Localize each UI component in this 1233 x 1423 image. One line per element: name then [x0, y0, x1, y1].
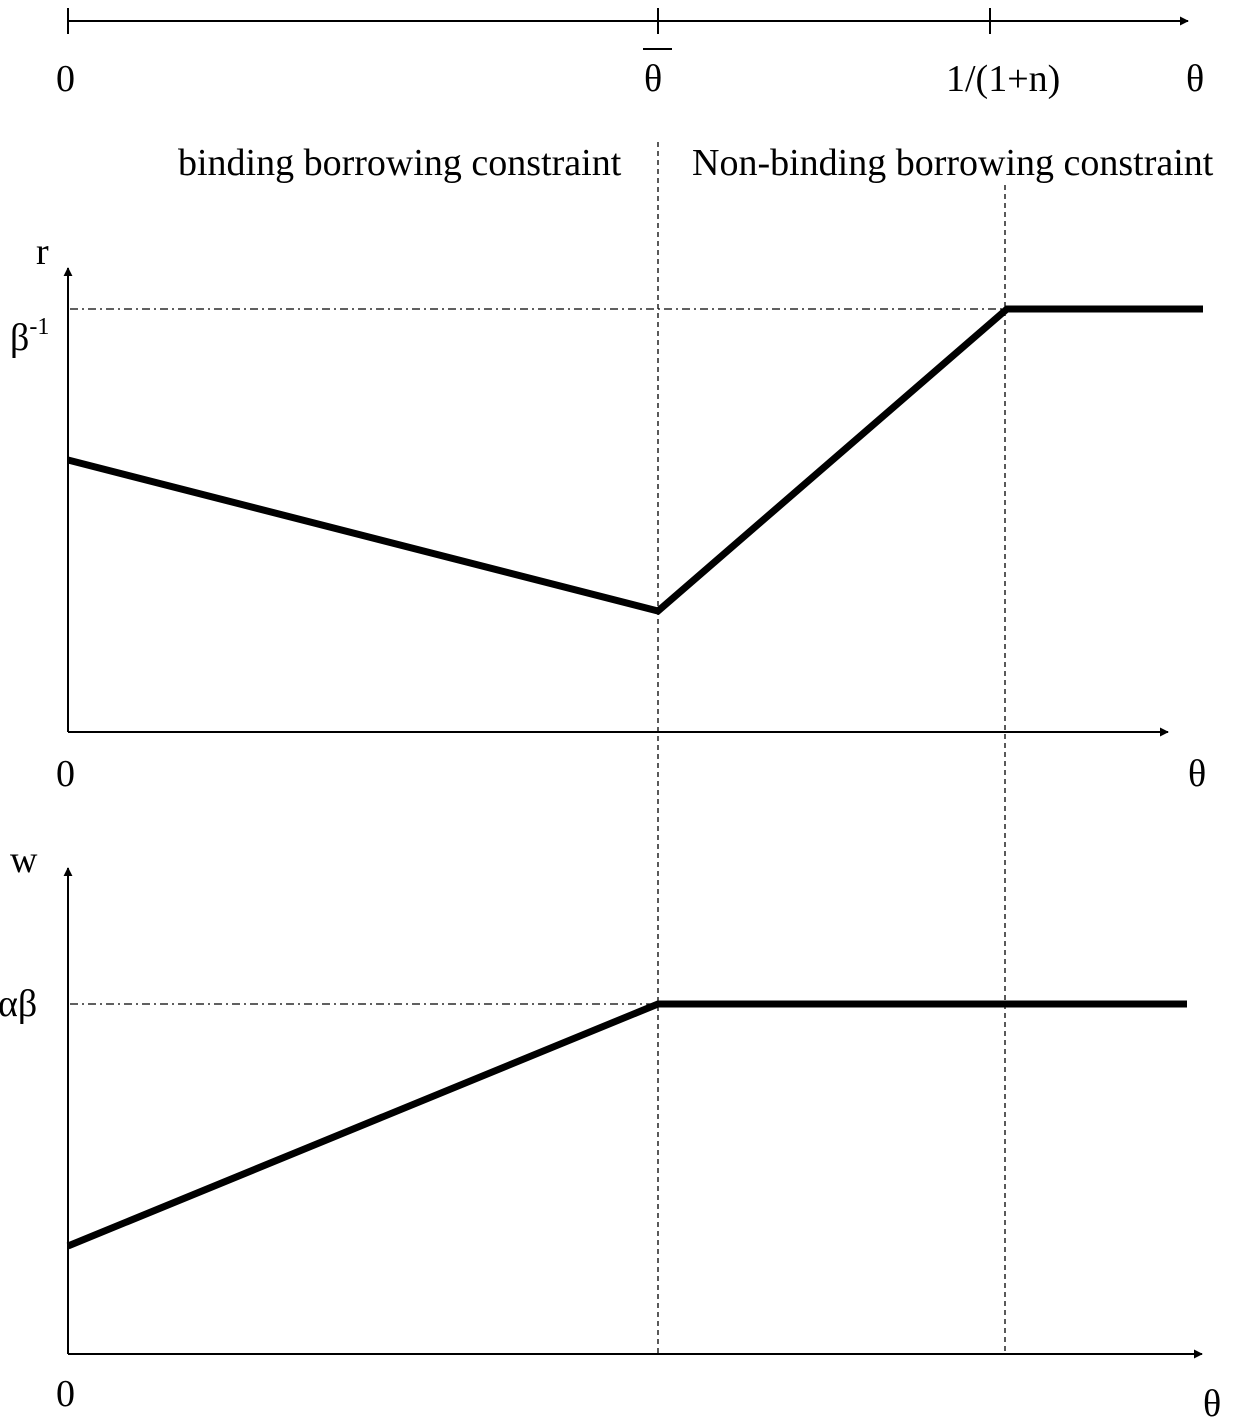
region-label-non-binding: Non-binding borrowing constraint: [692, 142, 1214, 184]
top-axis-label-theta-bar: θ: [644, 58, 662, 100]
r-origin-label: 0: [56, 753, 75, 795]
w-panel: w αβ 0 θ: [0, 839, 1221, 1423]
top-axis-label-zero: 0: [56, 58, 75, 100]
top-axis-label-theta: θ: [1186, 58, 1204, 100]
beta-symbol: β: [10, 317, 29, 359]
beta-superscript: -1: [29, 314, 49, 340]
r-x-axis-label: θ: [1188, 753, 1206, 795]
w-origin-label: 0: [56, 1373, 75, 1415]
w-axis-label: w: [10, 839, 38, 881]
top-axis-label-one-over-one-plus-n: 1/(1+n): [946, 58, 1060, 100]
w-curve: [66, 1000, 1187, 1250]
r-panel: r β-1 0 θ: [10, 231, 1206, 795]
top-theta-axis: 0 θ 1/(1+n) θ: [56, 8, 1204, 100]
r-axis-label: r: [36, 231, 49, 273]
r-curve: [67, 305, 1203, 615]
region-label-binding: binding borrowing constraint: [178, 142, 622, 184]
w-x-axis-label: θ: [1203, 1383, 1221, 1423]
r-tick-label-beta-inverse: β-1: [10, 314, 49, 359]
w-tick-label-alpha-beta: αβ: [0, 983, 37, 1025]
